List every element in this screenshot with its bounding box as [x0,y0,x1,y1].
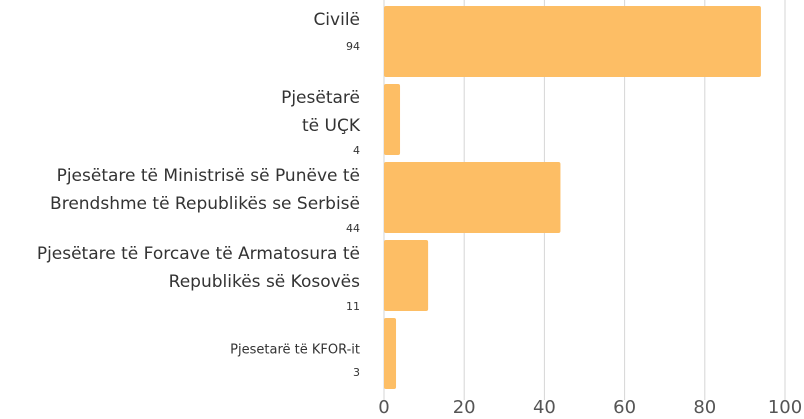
value-label: 11 [346,300,360,313]
value-label: 94 [346,40,360,53]
category-label: Pjesëtare të Ministrisë së Punëve të [57,166,360,186]
bar [384,84,401,155]
x-tick-label: 20 [453,397,476,418]
x-tick-label: 60 [613,397,636,418]
bar [384,6,761,77]
category-label: të UÇK [302,116,361,136]
value-label: 44 [346,222,360,235]
category-label: Pjesetarë të KFOR-it [230,343,360,358]
category-label: Republikës së Kosovës [169,272,360,292]
bar [384,240,429,311]
value-label: 4 [353,144,360,157]
category-label: Pjesëtare të Forcave të Armatosura të [37,244,360,264]
bar [384,162,561,233]
x-tick-label: 100 [768,397,802,418]
category-label: Civilë [313,10,360,30]
x-tick-label: 0 [378,397,389,418]
category-label: Brendshme të Republikës se Serbisë [50,194,360,214]
value-label: 3 [353,366,360,379]
x-tick-label: 40 [533,397,556,418]
x-tick-label: 80 [693,397,716,418]
bar [384,318,397,389]
category-label: Pjesëtarë [281,88,360,108]
